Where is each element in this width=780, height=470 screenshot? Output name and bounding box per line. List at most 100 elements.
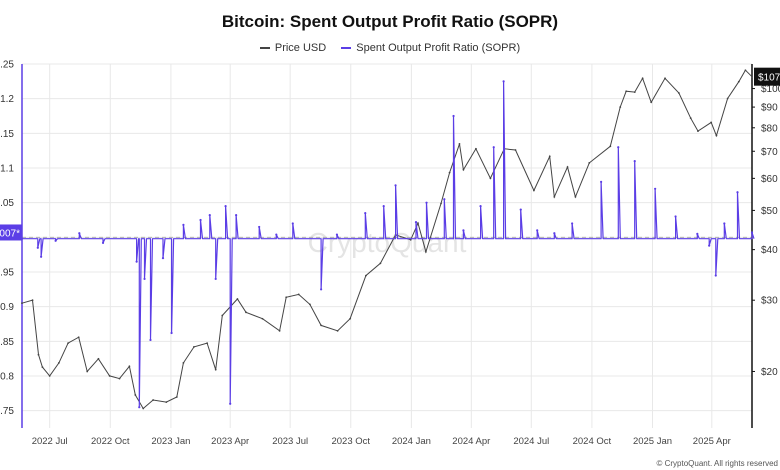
price-point xyxy=(475,147,477,150)
price-point xyxy=(108,375,111,377)
price-point xyxy=(31,299,34,302)
sopr-point xyxy=(633,159,636,163)
sopr-point xyxy=(208,214,211,217)
sopr-point xyxy=(170,331,173,335)
legend-label-price: Price USD xyxy=(274,42,327,54)
price-point xyxy=(142,407,145,410)
price-point xyxy=(553,195,556,198)
sopr-point xyxy=(571,222,574,225)
price-point xyxy=(67,342,70,345)
sopr-point xyxy=(36,246,39,249)
sopr-point xyxy=(617,146,620,149)
sopr-point xyxy=(135,260,138,263)
price-point xyxy=(440,202,442,205)
y-left-tick-label: 1.2 xyxy=(0,94,14,105)
price-point xyxy=(417,222,419,225)
price-point xyxy=(221,314,224,317)
sopr-point xyxy=(335,233,339,236)
sopr-point xyxy=(101,241,105,244)
sopr-point xyxy=(78,232,81,235)
legend-item-sopr[interactable]: Spent Output Profit Ratio (SOPR) xyxy=(341,42,520,54)
y-left-tick-label: 1.1 xyxy=(0,164,14,175)
price-point xyxy=(182,361,185,364)
price-current-badge xyxy=(754,67,780,86)
price-point xyxy=(726,97,729,100)
sopr-point xyxy=(723,222,726,225)
x-tick-label: 2022 Oct xyxy=(91,436,130,447)
y-right-tick-label: $40 xyxy=(761,245,778,256)
watermark-text: CryptoQuant xyxy=(308,227,467,258)
x-tick-label: 2025 Jan xyxy=(633,436,672,447)
copyright-footer: © CryptoQuant. All rights reserved xyxy=(656,459,779,468)
price-point xyxy=(278,329,281,332)
price-point xyxy=(633,91,636,94)
price-point xyxy=(574,195,577,198)
chart-legend[interactable]: Price USD Spent Output Profit Ratio (SOP… xyxy=(0,40,780,54)
price-point xyxy=(489,177,492,180)
sopr-point xyxy=(696,232,699,235)
sopr-point xyxy=(425,201,428,204)
price-point xyxy=(424,250,427,253)
y-right-tick-label: $70 xyxy=(761,147,778,158)
x-tick-label: 2024 Oct xyxy=(573,436,612,447)
price-point xyxy=(57,361,60,364)
price-point xyxy=(309,303,311,306)
x-tick-label: 2024 Apr xyxy=(452,436,490,447)
series-line-sopr xyxy=(22,80,755,408)
price-point xyxy=(751,75,753,78)
price-point xyxy=(128,365,131,368)
price-point xyxy=(214,368,217,371)
price-point xyxy=(48,375,51,377)
y-right-tick-label: $100 xyxy=(761,84,780,95)
price-point xyxy=(175,396,178,398)
price-point xyxy=(297,293,300,296)
y-right-tick-label: $30 xyxy=(761,296,778,307)
sopr-point xyxy=(502,80,505,83)
x-tick-label: 2024 Jan xyxy=(392,436,431,447)
y-left-tick-label: .85 xyxy=(0,337,14,348)
price-point xyxy=(677,92,680,94)
x-tick-label: 2023 Jan xyxy=(151,436,190,447)
sopr-point xyxy=(364,211,367,215)
price-point xyxy=(97,357,100,360)
price-point xyxy=(548,155,551,158)
price-point xyxy=(152,399,155,401)
y-left-tick-label: 1.15 xyxy=(0,129,14,140)
price-point xyxy=(349,317,352,320)
x-tick-label: 2022 Jul xyxy=(32,436,68,447)
x-tick-label: 2023 Oct xyxy=(331,436,370,447)
price-point xyxy=(588,162,591,164)
y-left-tick-label: .75 xyxy=(0,406,14,417)
sopr-point xyxy=(414,220,418,224)
price-point xyxy=(409,238,412,241)
sopr-point xyxy=(229,402,232,405)
price-point xyxy=(37,353,40,356)
legend-item-price[interactable]: Price USD xyxy=(259,42,327,54)
sopr-point xyxy=(708,244,711,247)
sopr-point xyxy=(149,338,152,342)
chart-title: Bitcoin: Spent Output Profit Ratio (SOPR… xyxy=(221,12,559,31)
sopr-point xyxy=(224,205,227,208)
price-point xyxy=(21,302,23,305)
sopr-point xyxy=(40,255,43,258)
y-right-tick-label: $50 xyxy=(761,206,778,217)
sopr-point xyxy=(654,187,657,190)
sopr-point xyxy=(214,277,217,281)
sopr-point xyxy=(182,223,185,226)
price-point xyxy=(710,121,713,124)
sopr-point xyxy=(536,229,539,232)
price-point xyxy=(458,142,461,145)
price-point xyxy=(41,366,44,369)
sopr-point xyxy=(462,229,465,232)
legend-swatch-sopr xyxy=(341,47,352,49)
price-point xyxy=(206,342,209,345)
price-point xyxy=(261,317,264,320)
price-current-value: $107 xyxy=(758,73,780,84)
price-point xyxy=(448,171,451,174)
sopr-point xyxy=(452,114,455,118)
price-point xyxy=(625,90,628,93)
price-point xyxy=(285,296,288,299)
x-tick-label: 2024 Jul xyxy=(513,436,549,447)
price-point xyxy=(193,346,195,348)
